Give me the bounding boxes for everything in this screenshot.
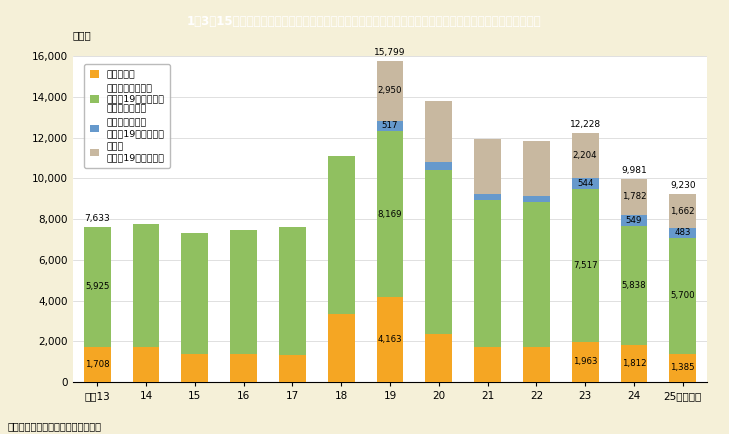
Bar <box>572 342 599 382</box>
Bar <box>523 196 550 203</box>
Text: 1,662: 1,662 <box>671 207 695 216</box>
Bar <box>523 347 550 382</box>
Bar <box>572 178 599 189</box>
Text: （件）: （件） <box>73 30 92 40</box>
Text: 8,169: 8,169 <box>378 210 402 219</box>
Bar <box>620 345 647 382</box>
Bar <box>377 60 403 121</box>
Text: 5,700: 5,700 <box>671 291 695 300</box>
Text: 1－3－15図　都道府県労働局雇用均等室に寄せられた職場におけるセクシュアル・ハラスメントの相談件数: 1－3－15図 都道府県労働局雇用均等室に寄せられた職場におけるセクシュアル・ハ… <box>187 15 542 28</box>
Bar <box>426 101 452 162</box>
Text: 2,204: 2,204 <box>573 151 598 160</box>
Bar <box>474 139 501 194</box>
Text: 2,950: 2,950 <box>378 86 402 95</box>
Text: 5,838: 5,838 <box>622 281 647 290</box>
Text: 12,228: 12,228 <box>569 121 601 129</box>
Bar <box>84 227 111 347</box>
Text: 549: 549 <box>625 216 642 225</box>
Text: 1,963: 1,963 <box>573 358 597 366</box>
Bar <box>377 131 403 297</box>
Text: 15,799: 15,799 <box>374 48 406 57</box>
Text: 517: 517 <box>382 121 398 130</box>
Text: 544: 544 <box>577 179 593 188</box>
Bar <box>669 238 696 354</box>
Bar <box>328 156 354 314</box>
Text: 1,708: 1,708 <box>85 360 109 369</box>
Bar <box>620 179 647 215</box>
Bar <box>328 314 354 382</box>
Bar <box>620 226 647 345</box>
Bar <box>377 297 403 382</box>
Text: 9,981: 9,981 <box>621 166 647 175</box>
Text: 483: 483 <box>674 228 691 237</box>
Text: 1,782: 1,782 <box>622 193 647 201</box>
Bar <box>230 230 257 355</box>
Bar <box>572 189 599 342</box>
Bar <box>426 170 452 334</box>
Bar <box>474 194 501 201</box>
Bar <box>669 354 696 382</box>
Text: 1,812: 1,812 <box>622 359 647 368</box>
Bar <box>669 194 696 228</box>
Bar <box>377 121 403 131</box>
Bar <box>426 162 452 170</box>
Text: 5,925: 5,925 <box>85 283 109 291</box>
Bar <box>279 227 306 355</box>
Bar <box>523 141 550 196</box>
Text: 1,385: 1,385 <box>671 363 695 372</box>
Bar <box>572 133 599 178</box>
Text: （備考）厚生労働省資料より作成。: （備考）厚生労働省資料より作成。 <box>7 422 101 432</box>
Bar <box>230 355 257 382</box>
Bar <box>133 224 160 347</box>
Text: 7,633: 7,633 <box>85 214 110 223</box>
Legend: 事業主から, 女性労働者等から
（平成19年度以降女
性労働者のみ）, 男性労働者から
（平成19年度以降）, その他
（平成19年度以降）: 事業主から, 女性労働者等から （平成19年度以降女 性労働者のみ）, 男性労働… <box>84 64 171 168</box>
Bar <box>84 347 111 382</box>
Bar <box>523 203 550 347</box>
Bar <box>133 347 160 382</box>
Bar <box>182 354 208 382</box>
Bar <box>474 201 501 347</box>
Bar <box>426 334 452 382</box>
Bar <box>182 233 208 354</box>
Bar <box>279 355 306 382</box>
Text: 7,517: 7,517 <box>573 261 598 270</box>
Bar <box>669 228 696 238</box>
Bar <box>620 215 647 226</box>
Text: 9,230: 9,230 <box>670 181 695 191</box>
Bar <box>474 347 501 382</box>
Text: 4,163: 4,163 <box>378 335 402 344</box>
